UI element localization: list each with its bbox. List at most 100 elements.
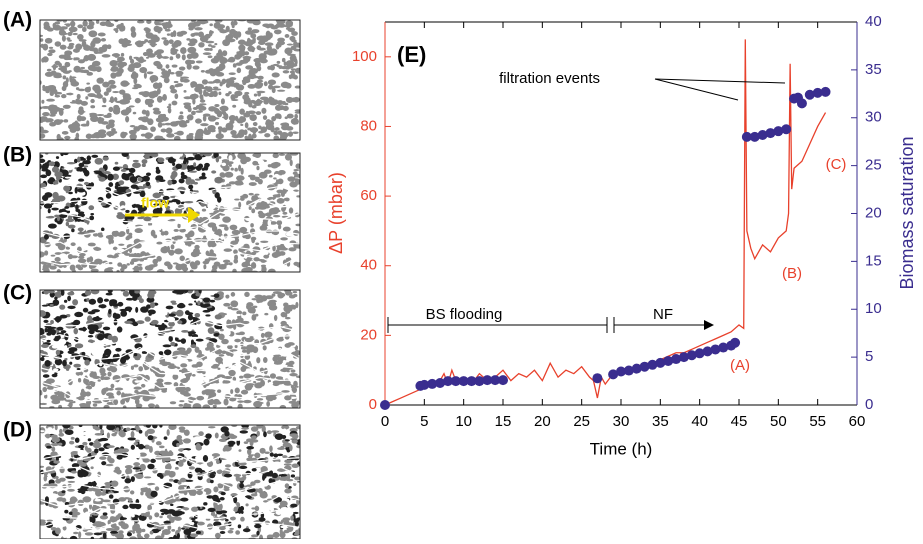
grain [81, 471, 88, 475]
grain [94, 448, 98, 453]
grain [251, 29, 259, 33]
grain [188, 331, 196, 334]
grain [122, 151, 129, 157]
grain [107, 371, 111, 376]
grain [101, 461, 106, 465]
grain [289, 74, 293, 79]
grain [166, 133, 174, 137]
grain [193, 182, 198, 185]
grain [211, 125, 215, 129]
grain [180, 478, 186, 483]
grain [234, 254, 238, 260]
grain [77, 34, 84, 40]
grain [159, 446, 165, 449]
grain [219, 57, 227, 64]
biomass-point [498, 375, 508, 385]
grain [279, 105, 285, 110]
grain [288, 22, 293, 27]
grain [223, 448, 227, 452]
grain [222, 380, 230, 383]
grain [133, 467, 141, 469]
grain [59, 315, 67, 319]
grain [253, 102, 261, 104]
grain [231, 308, 239, 310]
grain [250, 223, 254, 227]
grain [179, 256, 184, 262]
grain [96, 114, 104, 116]
grain [248, 307, 256, 314]
grain [195, 293, 200, 297]
grain [145, 99, 150, 105]
grain [156, 49, 164, 54]
grain [237, 400, 244, 403]
grain [297, 175, 302, 177]
grain [43, 264, 48, 270]
grain [141, 384, 146, 388]
grain [81, 199, 87, 206]
grain [51, 255, 56, 257]
grain [263, 255, 269, 259]
grain [104, 485, 111, 488]
y2-tick-label: 0 [865, 396, 873, 413]
grain [156, 180, 159, 182]
grain [159, 424, 162, 428]
grain [274, 462, 281, 465]
grain [71, 322, 80, 325]
grain [216, 133, 224, 139]
grain [208, 426, 216, 428]
grain [241, 427, 249, 430]
grain [49, 114, 55, 117]
grain [296, 445, 302, 448]
grain [117, 57, 125, 62]
x-tick-label: 15 [495, 413, 512, 430]
grain [102, 388, 106, 394]
grain [84, 360, 90, 366]
grain [284, 489, 291, 494]
grain [156, 378, 163, 382]
grain [121, 53, 124, 57]
grain [280, 476, 288, 481]
grain [246, 485, 252, 487]
grain [177, 533, 180, 539]
grain [55, 528, 61, 535]
grain [57, 269, 61, 273]
grain [186, 63, 190, 65]
grain [188, 107, 192, 112]
grain [126, 40, 131, 44]
grain [122, 25, 126, 31]
grain [195, 110, 203, 113]
grain [230, 517, 236, 521]
grain [151, 78, 154, 83]
grain [260, 380, 265, 387]
grain [128, 233, 132, 237]
grain [178, 461, 184, 467]
grain [259, 172, 268, 179]
grain [188, 243, 192, 246]
grain [64, 345, 67, 348]
grain [168, 336, 172, 342]
grain [256, 531, 259, 536]
grain [108, 309, 112, 314]
grain [133, 462, 140, 466]
grain [169, 479, 174, 482]
grain [37, 519, 46, 522]
grain [236, 175, 245, 181]
grain [189, 171, 197, 173]
grain [159, 351, 164, 355]
grain [196, 490, 203, 495]
grain [280, 501, 288, 507]
grain [89, 372, 95, 377]
grain [68, 344, 72, 347]
grain [184, 201, 193, 203]
grain [42, 195, 48, 201]
grain [208, 106, 216, 111]
grain [234, 234, 239, 239]
grain [200, 99, 205, 102]
grain [38, 159, 45, 163]
grain [68, 192, 73, 194]
grain [144, 476, 151, 478]
grain [193, 248, 200, 254]
grain [295, 109, 302, 112]
grain [213, 405, 217, 408]
grain [103, 98, 107, 104]
